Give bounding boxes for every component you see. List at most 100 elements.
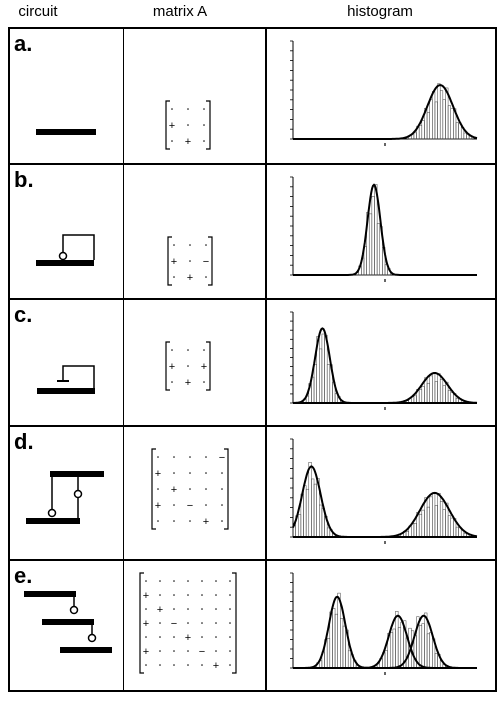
circuit-b-diagram: [36, 234, 95, 266]
histogram-bar: [413, 395, 417, 404]
matrix-dot: [203, 140, 205, 142]
circuit-d-diagram: [26, 471, 104, 524]
matrix-cell: − + + + − +: [123, 427, 266, 559]
histogram-bar: [342, 625, 346, 669]
histogram-cell: [265, 29, 495, 163]
matrix-dot: [187, 349, 189, 351]
matrix-dot: [159, 636, 161, 638]
histogram-bar: [429, 496, 433, 538]
matrix-dot: [159, 664, 161, 666]
matrix-left-bracket: [165, 100, 170, 150]
matrix-entry: +: [143, 618, 149, 630]
matrix-dot: [171, 349, 173, 351]
fit-curve: [293, 327, 477, 404]
matrix-dot: [173, 650, 175, 652]
matrix-dot: [229, 650, 231, 652]
histogram-bar: [434, 381, 438, 404]
matrix-dot: [187, 365, 189, 367]
histogram-bar: [421, 623, 425, 669]
fit-curve: [293, 491, 478, 538]
matrix-dot: [171, 140, 173, 142]
row-b: b. + − +: [10, 163, 495, 298]
histogram-bar: [429, 99, 433, 140]
histogram-bar: [332, 608, 336, 669]
histogram-bar: [424, 612, 428, 669]
histogram-bar: [376, 223, 380, 276]
histogram-bar: [311, 478, 315, 538]
matrix-dot: [171, 381, 173, 383]
matrix-dot: [229, 636, 231, 638]
row-d: d. − + + + − +: [10, 425, 495, 559]
matrix-d: −+++ −+: [151, 448, 229, 530]
matrix-dot: [173, 276, 175, 278]
histogram-cell: [265, 300, 495, 425]
histogram-bar: [426, 506, 430, 538]
matrix-dot: [205, 472, 207, 474]
matrix-dot: [229, 594, 231, 596]
matrix-entry: +: [203, 516, 209, 528]
matrix-entry: +: [185, 136, 191, 148]
histogram-bar: [392, 628, 396, 669]
circuit-cell: b.: [10, 165, 123, 298]
matrix-dot: [159, 650, 161, 652]
histogram-bar: [305, 488, 310, 538]
matrix-entry: −: [219, 452, 225, 464]
matrix-dot: [215, 650, 217, 652]
histogram-bar: [298, 514, 302, 538]
matrix-entry: +: [201, 361, 207, 373]
histogram-bar: [413, 635, 417, 669]
histogram-bar: [421, 120, 425, 140]
histogram-bar: [347, 650, 352, 669]
matrix-dot: [187, 594, 189, 596]
histogram-bar: [418, 625, 423, 669]
matrix-dot: [187, 108, 189, 110]
histogram-bar: [334, 613, 338, 669]
matrix-entry: +: [169, 361, 175, 373]
histogram-bar: [326, 527, 331, 538]
matrix-dot: [221, 488, 223, 490]
matrix-dot: [205, 244, 207, 246]
histogram-bar: [384, 650, 388, 669]
matrix-e: +++ −++ −+: [139, 572, 237, 674]
histogram-bar: [432, 91, 436, 140]
histogram-bar: [450, 517, 454, 538]
matrix-entry: +: [143, 646, 149, 658]
matrix-dot: [203, 349, 205, 351]
circuit-a-diagram: [36, 129, 96, 135]
matrix-entry: +: [185, 377, 191, 389]
matrix-dot: [201, 636, 203, 638]
histogram-bar: [313, 364, 317, 404]
row-label: c.: [14, 302, 33, 327]
matrix-right-bracket: [224, 448, 229, 530]
histogram-bar: [439, 379, 444, 404]
histogram-bar: [337, 592, 341, 669]
histogram-bar: [432, 492, 436, 538]
matrix-entry: +: [187, 272, 193, 284]
matrix-entry: +: [157, 604, 163, 616]
circuit-cell: e.: [10, 561, 123, 690]
matrix-dot: [187, 622, 189, 624]
histogram-bar: [432, 372, 436, 404]
histogram-bar: [463, 132, 467, 140]
matrix-dot: [229, 622, 231, 624]
matrix-dot: [201, 594, 203, 596]
histogram-a: [290, 40, 478, 146]
matrix-dot: [173, 664, 175, 666]
matrix-dot: [157, 456, 159, 458]
histogram-bar: [437, 373, 441, 404]
header-matrix: matrix A: [152, 3, 208, 20]
matrix-entry: +: [213, 660, 219, 672]
matrix-dot: [159, 580, 161, 582]
matrix-dot: [203, 124, 205, 126]
histogram-bar: [397, 627, 402, 669]
matrix-left-bracket: [165, 341, 170, 391]
histogram-bar: [390, 632, 394, 669]
matrix-dot: [173, 608, 175, 610]
matrix-dot: [145, 636, 147, 638]
histogram-bar: [368, 213, 373, 276]
row-label: e.: [14, 563, 33, 588]
histogram-bar: [442, 385, 446, 404]
matrix-dot: [215, 580, 217, 582]
histogram-bar: [421, 386, 425, 404]
fit-curve: [293, 84, 478, 140]
